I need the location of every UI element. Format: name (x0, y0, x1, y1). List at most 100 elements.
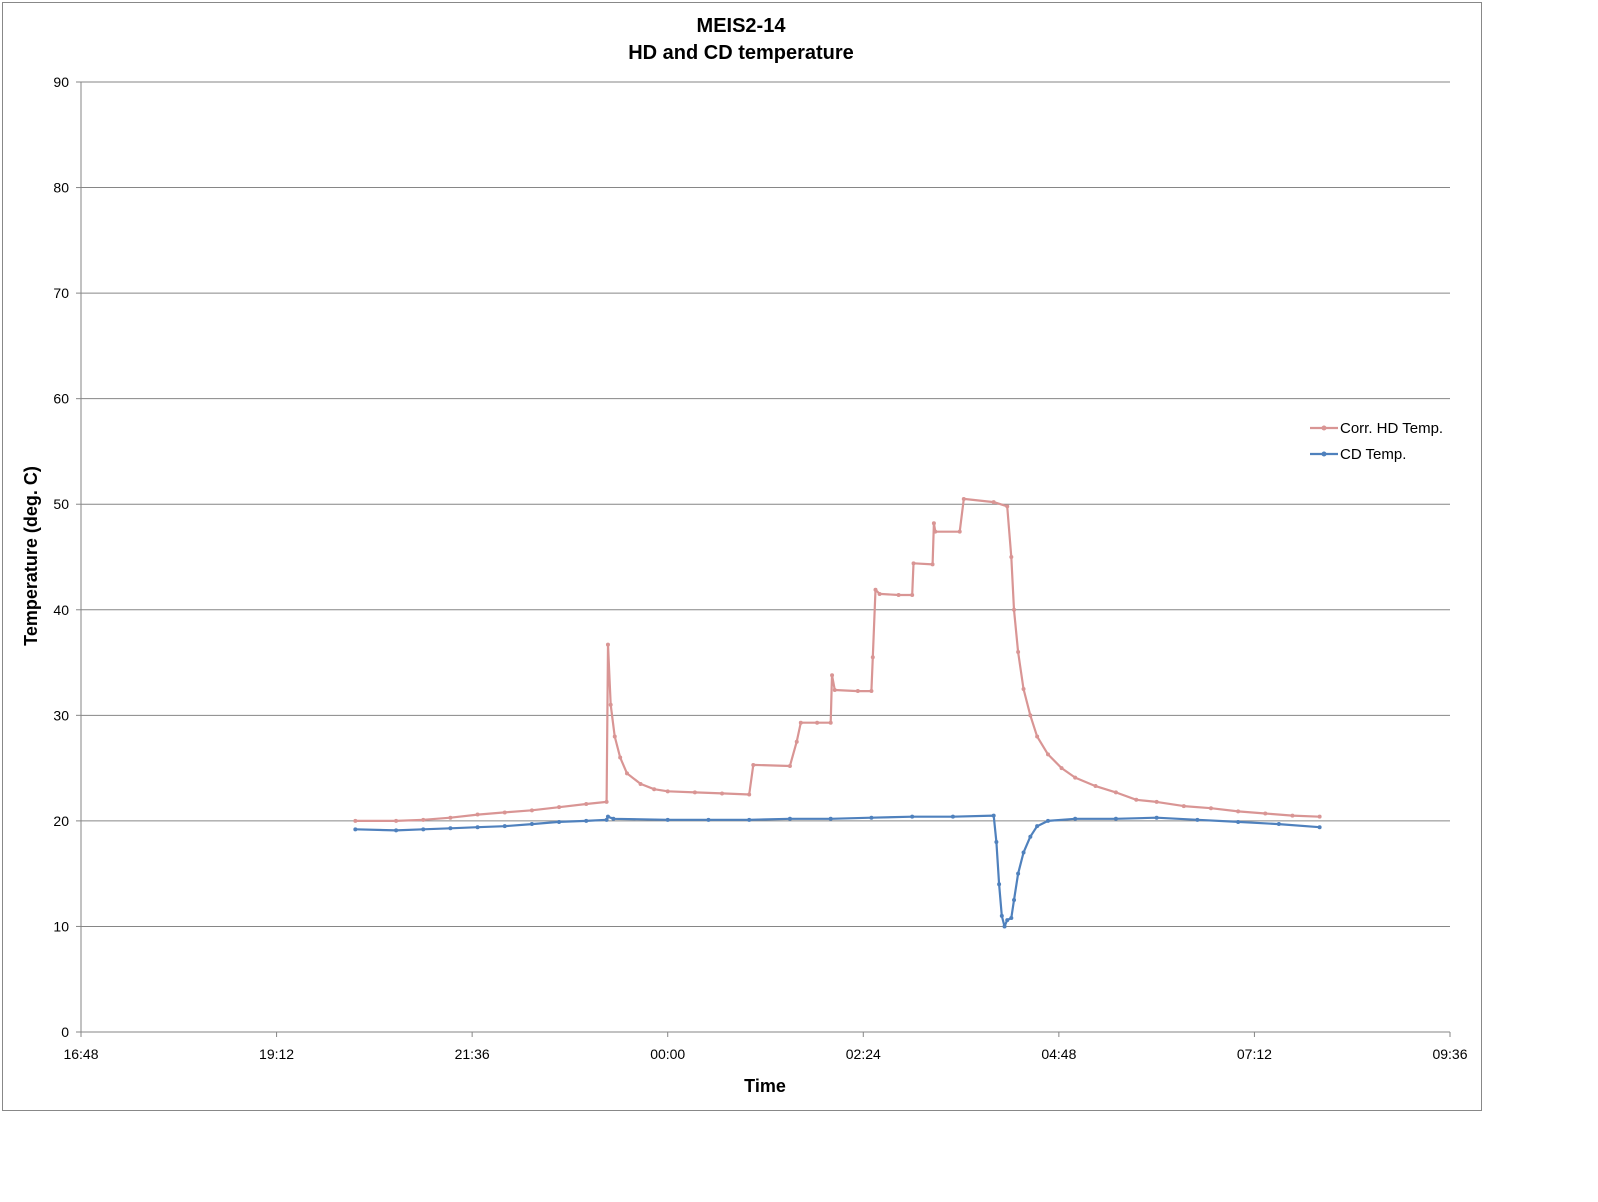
x-tick-label: 21:36 (455, 1046, 490, 1062)
legend-marker (1321, 451, 1327, 457)
series-hd-temp (353, 496, 1322, 823)
data-point (991, 500, 996, 505)
data-point (584, 802, 589, 806)
x-tick-label: 19:12 (259, 1046, 294, 1062)
data-point (611, 816, 616, 821)
data-point (1045, 818, 1050, 823)
data-point (815, 720, 820, 725)
data-point (706, 817, 711, 822)
data-point (1093, 784, 1098, 789)
data-point (751, 762, 756, 767)
data-point (557, 805, 562, 810)
data-point (1021, 686, 1026, 691)
data-point (787, 816, 792, 821)
series-line (355, 497, 1320, 823)
data-point (1181, 804, 1186, 809)
data-point (1154, 815, 1159, 820)
data-point (353, 818, 358, 823)
data-point (869, 689, 874, 694)
data-point (1195, 817, 1200, 822)
data-point (873, 587, 878, 592)
data-point (448, 826, 453, 831)
data-point (910, 593, 915, 597)
data-point (999, 913, 1004, 918)
data-point (584, 818, 589, 823)
data-point (957, 529, 962, 534)
data-point (870, 655, 875, 660)
data-point (747, 792, 752, 797)
data-point (911, 561, 916, 566)
data-point (830, 673, 835, 678)
series-group (353, 496, 1322, 929)
data-point (557, 819, 562, 824)
axes: 0 10 20 30 40 50 60 70 80 90 16:48 19:12 21:36 00:00 0… (53, 74, 1467, 1062)
data-point (1317, 825, 1322, 830)
y-tick-label: 30 (53, 707, 69, 723)
data-point (1276, 822, 1281, 827)
data-point (448, 815, 453, 820)
data-point (1045, 752, 1050, 757)
data-point (930, 562, 935, 567)
data-point (1012, 607, 1017, 612)
data-point (1035, 734, 1040, 739)
y-tick-label: 50 (53, 496, 69, 512)
data-point (1073, 775, 1078, 780)
data-point (394, 828, 399, 833)
data-point (991, 813, 996, 818)
data-point (961, 496, 966, 501)
x-tick-label: 07:12 (1237, 1046, 1272, 1062)
data-point (950, 814, 955, 819)
x-tick-label: 04:48 (1041, 1046, 1076, 1062)
legend-label: Corr. HD Temp. (1340, 420, 1443, 437)
legend-marker (1321, 425, 1327, 431)
data-point (638, 781, 643, 786)
data-point (502, 824, 507, 829)
data-point (1016, 871, 1021, 876)
data-point (798, 720, 803, 725)
series-cd-temp (353, 813, 1322, 929)
legend: Corr. HD Temp. CD Temp. (1310, 420, 1443, 463)
data-point (1317, 814, 1322, 819)
data-point (475, 825, 480, 830)
data-point (529, 822, 534, 827)
data-point (1059, 766, 1064, 771)
y-tick-label: 80 (53, 180, 69, 196)
data-point (692, 790, 697, 795)
gridlines (81, 81, 1450, 927)
data-point (787, 764, 792, 768)
data-point (652, 787, 657, 792)
data-point (1009, 555, 1014, 559)
y-axis-title: Temperature (deg. C) (21, 466, 41, 646)
legend-label: CD Temp. (1340, 446, 1406, 463)
series-line (355, 814, 1320, 928)
data-point (1002, 924, 1007, 929)
data-point (997, 882, 1002, 887)
data-point (1154, 799, 1159, 804)
data-point (794, 739, 799, 744)
x-tick-label: 09:36 (1432, 1046, 1467, 1062)
data-point (1113, 816, 1118, 821)
data-point (1134, 797, 1139, 802)
data-point (605, 642, 610, 647)
data-point (828, 816, 833, 821)
data-point (933, 529, 938, 534)
data-point (612, 734, 617, 739)
data-point (604, 799, 609, 804)
data-point (896, 593, 901, 597)
data-point (1005, 918, 1010, 923)
data-point (608, 702, 613, 707)
data-point (1290, 813, 1295, 818)
data-point (421, 817, 426, 822)
data-point (605, 814, 610, 819)
data-point (1009, 916, 1014, 920)
y-tick-label: 20 (53, 813, 69, 829)
data-point (1035, 824, 1040, 829)
data-point (877, 591, 882, 596)
data-point (855, 689, 860, 694)
data-point (475, 812, 480, 817)
data-point (869, 815, 874, 820)
data-point (720, 791, 725, 796)
data-point (394, 818, 399, 823)
data-point (1073, 816, 1078, 821)
